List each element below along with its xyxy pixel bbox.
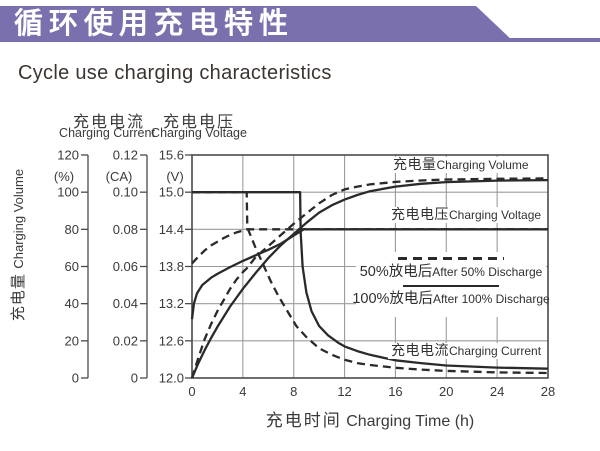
tick-label-volt: 12.6 bbox=[159, 333, 184, 348]
page-subtitle: Cycle use charging characteristics bbox=[18, 62, 332, 84]
tick-label-volt: 12.0 bbox=[159, 371, 184, 386]
legend-solid-sample bbox=[403, 284, 499, 287]
tick-label-ca: 0.12 bbox=[113, 148, 138, 163]
x-tick-label: 0 bbox=[188, 384, 195, 399]
tick-label-volt: 14.4 bbox=[159, 222, 184, 237]
tick-label-ca: 0.08 bbox=[113, 222, 138, 237]
title-banner: 循环使用充电特性 bbox=[0, 6, 600, 42]
series-charging-volume-after-50-discharge bbox=[190, 177, 549, 379]
x-tick-label: 16 bbox=[388, 384, 402, 399]
x-tick-label: 24 bbox=[490, 384, 504, 399]
tick-label-ca: 0 bbox=[131, 371, 138, 386]
axis-header-voltage-en: Charging Voltage bbox=[151, 126, 247, 140]
tick-label-percent: 40 bbox=[65, 296, 79, 311]
x-tick-label: 20 bbox=[439, 384, 453, 399]
banner-shape bbox=[0, 6, 514, 42]
series-charging-current-after-100-discharge bbox=[192, 191, 549, 370]
label-charging-voltage: 充电电压Charging Voltage bbox=[388, 207, 545, 223]
x-tick-label: 4 bbox=[239, 384, 246, 399]
axis-header-voltage-cn: 充电电压 bbox=[162, 114, 235, 131]
tick-label-ca: 0.04 bbox=[113, 296, 138, 311]
tick-label-ca: 0.10 bbox=[113, 185, 138, 200]
tick-label-percent: 0 bbox=[72, 371, 79, 386]
tick-label-percent: 60 bbox=[65, 259, 79, 274]
legend-dashed-sample bbox=[398, 257, 504, 260]
tick-label-ca: 0.02 bbox=[113, 333, 138, 348]
unit-label-volt: (V) bbox=[166, 169, 183, 184]
tick-label-ca: 0.06 bbox=[113, 259, 138, 274]
series-charging-voltage-after-100-discharge bbox=[190, 228, 548, 320]
axis-header-current-cn: 充电电流 bbox=[72, 114, 145, 131]
tick-label-volt: 13.8 bbox=[159, 259, 184, 274]
x-tick-label: 8 bbox=[290, 384, 297, 399]
legend: 50%放电后After 50% Discharge 100%放电后After 1… bbox=[352, 252, 550, 317]
x-tick-label: 28 bbox=[541, 384, 555, 399]
x-axis-label-charging-time: 充电时间 Charging Time (h) bbox=[265, 411, 475, 430]
tick-label-percent: 80 bbox=[65, 222, 79, 237]
banner-title: 循环使用充电特性 bbox=[14, 8, 295, 40]
tick-label-volt: 13.2 bbox=[159, 296, 184, 311]
unit-label-percent: (%) bbox=[54, 169, 74, 184]
tick-label-percent: 120 bbox=[57, 148, 79, 163]
tick-label-percent: 100 bbox=[57, 185, 79, 200]
tick-label-percent: 20 bbox=[65, 333, 79, 348]
banner-strip bbox=[506, 38, 600, 42]
x-tick-label: 12 bbox=[337, 384, 351, 399]
tick-label-volt: 15.0 bbox=[159, 185, 184, 200]
series-charging-voltage-after-50-discharge bbox=[191, 228, 548, 265]
axis-header-current-en: Charging Current bbox=[59, 126, 155, 140]
legend-item-50-discharge: 50%放电后After 50% Discharge bbox=[359, 263, 543, 280]
unit-label-ca: (CA) bbox=[106, 169, 133, 184]
legend-item-100-discharge: 100%放电后After 100% Discharge bbox=[352, 291, 550, 307]
label-charging-current: 充电电流Charging Current bbox=[388, 343, 545, 359]
label-charging-volume: 充电量Charging Volume bbox=[390, 157, 532, 173]
series-charging-current-after-50-discharge bbox=[192, 191, 549, 375]
tick-label-volt: 15.6 bbox=[159, 148, 184, 163]
